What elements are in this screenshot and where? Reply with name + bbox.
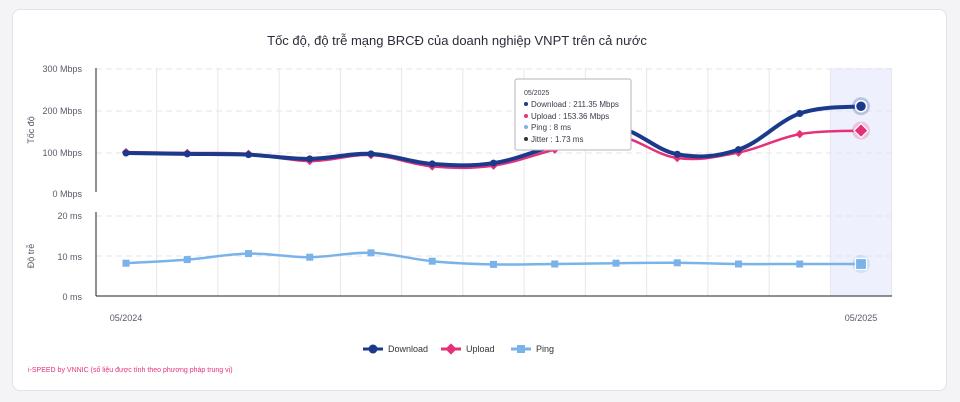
tooltip-line-upload: Upload : 153.36 Mbps (531, 112, 609, 121)
point-ping-12[interactable] (854, 257, 868, 271)
legend-item-download[interactable]: Download (363, 344, 428, 354)
tooltip-marker-1 (524, 114, 528, 118)
point-download-2[interactable] (245, 151, 252, 159)
legend-marker-download (368, 344, 378, 354)
y-tick-top-2: 100 Mbps (42, 148, 82, 158)
point-download-10[interactable] (735, 146, 742, 154)
point-ping-11[interactable] (796, 260, 804, 268)
point-download-9[interactable] (673, 150, 681, 158)
point-upload-11[interactable] (795, 129, 804, 139)
point-ping-8[interactable] (612, 259, 620, 267)
axes (95, 68, 892, 297)
tooltip-marker-2 (524, 125, 528, 129)
y-axis-label-bottom: Độ trễ (26, 244, 36, 269)
point-ping-6[interactable] (490, 260, 497, 268)
legend[interactable]: Download Upload Ping (363, 343, 554, 355)
point-download-3[interactable] (306, 155, 314, 163)
series-line-download (124, 104, 863, 168)
point-download-1[interactable] (183, 150, 191, 158)
point-ping-10[interactable] (735, 260, 742, 268)
x-tick-first: 05/2024 (110, 313, 143, 323)
point-download-0[interactable] (122, 149, 130, 157)
tooltip-line-jitter: Jitter : 1.73 ms (531, 135, 583, 144)
y-tick-bottom-1: 10 ms (57, 252, 82, 262)
legend-marker-ping (517, 345, 525, 353)
tooltip-marker-0 (524, 102, 528, 106)
point-ping-4[interactable] (367, 249, 375, 257)
source-note: i-SPEED by VNNIC (số liệu được tính theo… (28, 365, 233, 374)
y-tick-top-1: 200 Mbps (42, 106, 82, 116)
legend-label-ping: Ping (536, 344, 554, 354)
tooltip-title: 05/2025 (524, 90, 549, 97)
y-tick-top-0: 300 Mbps (42, 64, 82, 74)
point-ping-5[interactable] (428, 257, 436, 265)
x-tick-last: 05/2025 (845, 313, 878, 323)
chart-title: Tốc độ, độ trễ mạng BRCĐ của doanh nghiệ… (267, 33, 647, 48)
point-download-12[interactable] (854, 99, 868, 113)
tooltip-line-download: Download : 211.35 Mbps (531, 100, 619, 109)
point-ping-7[interactable] (551, 260, 559, 268)
legend-label-upload: Upload (466, 344, 495, 354)
point-download-5[interactable] (428, 160, 436, 168)
point-ping-3[interactable] (306, 253, 314, 261)
legend-label-download: Download (388, 344, 428, 354)
y-tick-bottom-0: 20 ms (57, 211, 82, 221)
point-download-11[interactable] (796, 110, 804, 118)
point-ping-2[interactable] (245, 250, 252, 258)
legend-marker-upload (445, 343, 457, 355)
legend-item-upload[interactable]: Upload (441, 343, 495, 355)
point-download-6[interactable] (490, 159, 497, 167)
y-tick-bottom-2: 0 ms (62, 292, 82, 302)
tooltip: 05/2025 Download : 211.35 Mbps Upload : … (514, 78, 632, 151)
tooltip-marker-3 (524, 137, 528, 141)
y-tick-top-3: 0 Mbps (52, 189, 82, 199)
tooltip-line-ping: Ping : 8 ms (531, 123, 571, 132)
point-ping-0[interactable] (122, 259, 130, 267)
legend-item-ping[interactable]: Ping (511, 344, 554, 354)
point-upload-12[interactable] (853, 122, 869, 139)
point-download-4[interactable] (367, 150, 375, 158)
y-axis-label-top: Tốc độ (26, 116, 36, 144)
chart-card (12, 9, 947, 391)
point-ping-9[interactable] (673, 259, 681, 267)
series-layer (121, 97, 870, 273)
point-ping-1[interactable] (183, 256, 191, 264)
